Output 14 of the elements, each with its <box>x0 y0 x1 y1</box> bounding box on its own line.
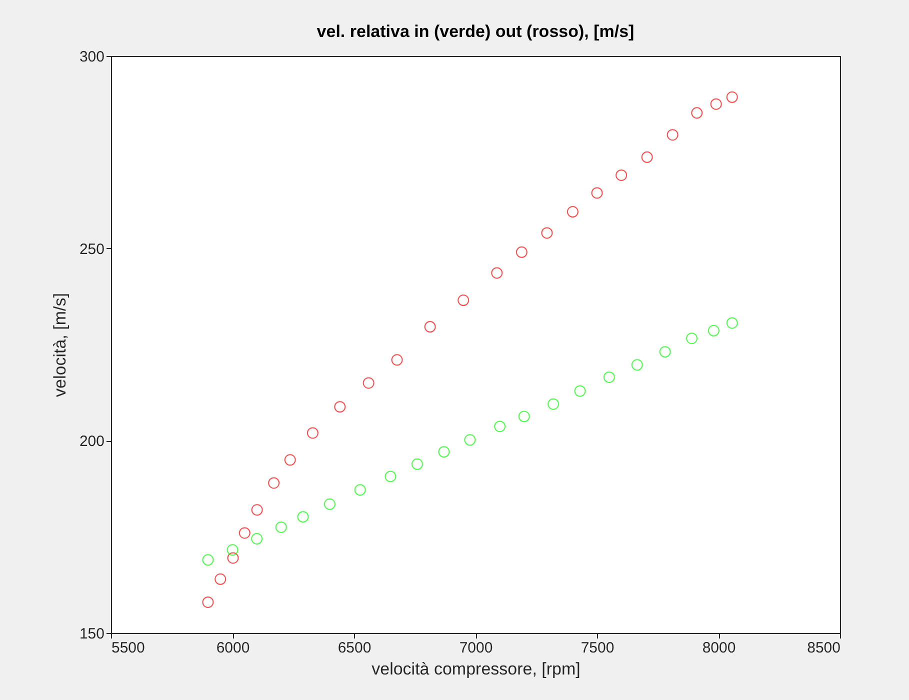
x-tick-label: 8500 <box>807 640 840 656</box>
x-axis-title: velocità compressore, [rpm] <box>372 660 580 678</box>
y-axis-title: velocità, [m/s] <box>50 293 70 397</box>
x-tick-label: 8000 <box>702 640 736 656</box>
x-tick-label: 6500 <box>338 640 372 656</box>
y-tick-label: 250 <box>79 240 104 258</box>
x-tick-label: 5500 <box>112 640 145 656</box>
x-tick-label: 7500 <box>580 640 614 656</box>
x-tick-label: 6000 <box>216 640 250 656</box>
y-tick-label: 150 <box>79 626 104 642</box>
y-tick-label: 300 <box>79 48 104 66</box>
y-tick-label: 200 <box>79 433 104 450</box>
x-tick-label: 7000 <box>459 640 493 656</box>
chart-title: vel. relativa in (verde) out (rosso), [m/s] <box>316 22 634 41</box>
